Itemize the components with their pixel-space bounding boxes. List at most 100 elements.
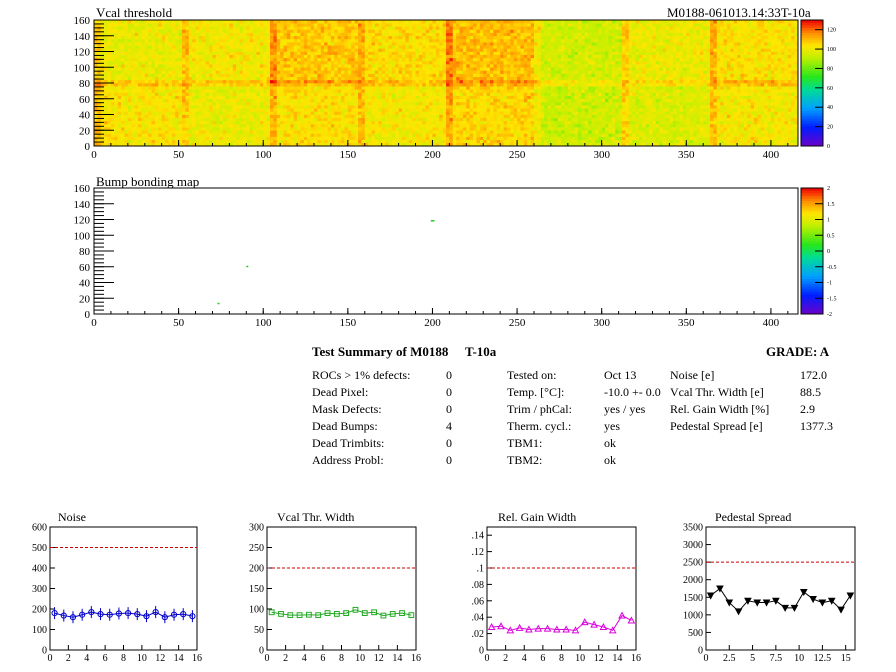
- heatmap-cell: [104, 136, 108, 140]
- heatmap-cell: [723, 117, 728, 122]
- heatmap-cell: [696, 83, 701, 87]
- heatmap-cell: [605, 83, 609, 87]
- heatmap-cell: [273, 89, 278, 93]
- heatmap-cell: [182, 70, 186, 74]
- heatmap-cell: [117, 73, 122, 77]
- heatmap-cell: [615, 73, 619, 77]
- heatmap-cell: [124, 130, 129, 134]
- heatmap-cell: [554, 120, 558, 125]
- heatmap-cell: [754, 120, 758, 125]
- heatmap-cell: [307, 111, 311, 115]
- heatmap-cell: [615, 117, 619, 122]
- heatmap-cell: [757, 79, 762, 84]
- heatmap-cell: [490, 123, 494, 128]
- heatmap-cell: [110, 136, 115, 140]
- heatmap-cell: [361, 95, 366, 100]
- heatmap-cell: [699, 79, 704, 84]
- heatmap-cell: [425, 114, 430, 118]
- heatmap-cell: [185, 127, 190, 131]
- heatmap-cell: [757, 114, 762, 118]
- heatmap-cell: [781, 86, 785, 90]
- heatmap-cell: [747, 120, 751, 125]
- heatmap-cell: [550, 105, 555, 109]
- heatmap-cell: [635, 89, 640, 93]
- heatmap-cell: [706, 130, 711, 134]
- heatmap-cell: [628, 95, 633, 100]
- heatmap-cell: [330, 89, 335, 93]
- heatmap-cell: [571, 79, 575, 84]
- heatmap-cell: [679, 95, 684, 100]
- heatmap-cell: [659, 89, 663, 93]
- heatmap-cell: [351, 133, 355, 137]
- heatmap-cell: [493, 92, 498, 96]
- heatmap-cell: [547, 79, 552, 84]
- heatmap-cell: [500, 89, 504, 93]
- heatmap-cell: [669, 86, 674, 90]
- heatmap-cell: [320, 89, 325, 93]
- heatmap-cell: [483, 92, 487, 96]
- heatmap-cell: [324, 86, 328, 90]
- heatmap-cell: [124, 120, 129, 125]
- heatmap-cell: [686, 76, 690, 81]
- heatmap-cell: [757, 89, 762, 93]
- heatmap-cell: [537, 130, 542, 134]
- heatmap-cell: [764, 98, 768, 103]
- heatmap-cell: [513, 76, 518, 81]
- heatmap-cell: [134, 70, 139, 74]
- heatmap-cell: [341, 108, 345, 112]
- heatmap-cell: [652, 98, 657, 103]
- heatmap-cell: [293, 92, 298, 96]
- heatmap-cell: [117, 123, 122, 128]
- heatmap-cell: [215, 101, 220, 106]
- heatmap-cell: [530, 89, 535, 93]
- heatmap-cell: [154, 130, 159, 134]
- heatmap-cell: [195, 117, 200, 122]
- heatmap-cell: [517, 86, 521, 90]
- heatmap-cell: [134, 133, 139, 137]
- heatmap-cell: [567, 123, 572, 128]
- heatmap-cell: [297, 76, 301, 81]
- heatmap-cell: [144, 111, 149, 115]
- heatmap-cell: [270, 123, 274, 128]
- heatmap-cell: [222, 120, 227, 125]
- heatmap-cell: [341, 136, 345, 140]
- heatmap-cell: [138, 136, 142, 140]
- heatmap-cell: [314, 114, 318, 118]
- heatmap-cell: [527, 92, 531, 96]
- heatmap-cell: [391, 70, 396, 74]
- heatmap-cell: [358, 83, 362, 87]
- heatmap-cell: [530, 95, 535, 100]
- heatmap-cell: [530, 108, 535, 112]
- heatmap-cell: [787, 108, 792, 112]
- heatmap-cell: [127, 120, 132, 125]
- heatmap-cell: [148, 133, 152, 137]
- heatmap-cell: [229, 139, 234, 144]
- heatmap-cell: [402, 133, 406, 137]
- heatmap-cell: [652, 101, 657, 106]
- heatmap-cell: [730, 111, 734, 115]
- heatmap-cell: [635, 83, 640, 87]
- heatmap-cell: [686, 79, 690, 84]
- heatmap-cell: [682, 130, 687, 134]
- heatmap-cell: [212, 105, 217, 109]
- heatmap-cell: [161, 105, 166, 109]
- heatmap-cell: [195, 136, 200, 140]
- heatmap-cell: [459, 114, 464, 118]
- heatmap-cell: [500, 70, 504, 74]
- heatmap-cell: [754, 136, 758, 140]
- heatmap-cell: [104, 142, 108, 147]
- heatmap-cell: [151, 111, 156, 115]
- heatmap-cell: [293, 70, 298, 74]
- heatmap-cell: [320, 70, 325, 74]
- heatmap-cell: [327, 83, 332, 87]
- heatmap-cell: [527, 89, 531, 93]
- heatmap-cell: [764, 130, 768, 134]
- heatmap-cell: [591, 114, 596, 118]
- heatmap-cell: [710, 123, 714, 128]
- heatmap-cell: [598, 79, 602, 84]
- heatmap-cell: [293, 136, 298, 140]
- heatmap-cell: [750, 127, 755, 131]
- heatmap-cell: [723, 133, 728, 137]
- heatmap-cell: [723, 101, 728, 106]
- heatmap-cell: [168, 83, 173, 87]
